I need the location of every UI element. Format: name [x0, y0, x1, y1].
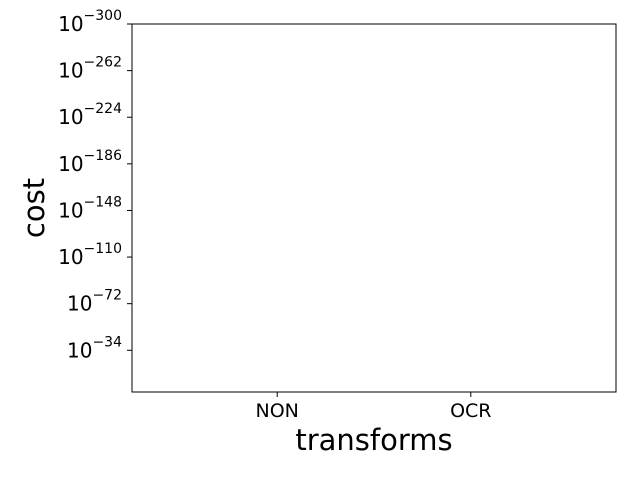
y-axis-label: cost	[17, 178, 51, 238]
plot-area	[131, 23, 617, 393]
y-tick-label: 10−300	[58, 8, 122, 36]
y-tick-base: 10	[58, 245, 83, 269]
y-tick-exponent: −34	[92, 334, 122, 350]
y-tick-label: 10−34	[67, 334, 122, 362]
y-tick-base: 10	[58, 152, 83, 176]
y-tick-base: 10	[67, 292, 92, 316]
y-tick-label: 10−186	[58, 148, 122, 176]
y-tick-base: 10	[67, 338, 92, 362]
y-tick-exponent: −148	[84, 194, 122, 210]
y-tick-exponent: −262	[84, 55, 122, 71]
y-tick-base: 10	[58, 59, 83, 83]
y-axis-ticks: 10−30010−26210−22410−18610−14810−11010−7…	[58, 8, 132, 362]
y-tick-exponent: −110	[84, 241, 122, 257]
x-tick-label: OCR	[450, 400, 491, 422]
y-tick-exponent: −224	[84, 101, 123, 117]
x-axis-ticks: NON OCR	[256, 392, 492, 422]
y-tick-label: 10−224	[58, 101, 122, 129]
y-tick-base: 10	[58, 12, 83, 36]
y-tick-base: 10	[58, 105, 83, 129]
y-tick-label: 10−72	[67, 288, 122, 316]
y-tick-exponent: −300	[84, 8, 122, 24]
y-tick-base: 10	[58, 198, 83, 222]
y-tick-exponent: −186	[84, 148, 123, 164]
x-axis-label: transforms	[295, 423, 452, 457]
y-tick-label: 10−110	[58, 241, 122, 269]
y-tick-label: 10−148	[58, 194, 122, 222]
y-tick-exponent: −72	[92, 288, 122, 304]
x-tick-label: NON	[256, 400, 299, 422]
y-tick-label: 10−262	[58, 55, 122, 83]
